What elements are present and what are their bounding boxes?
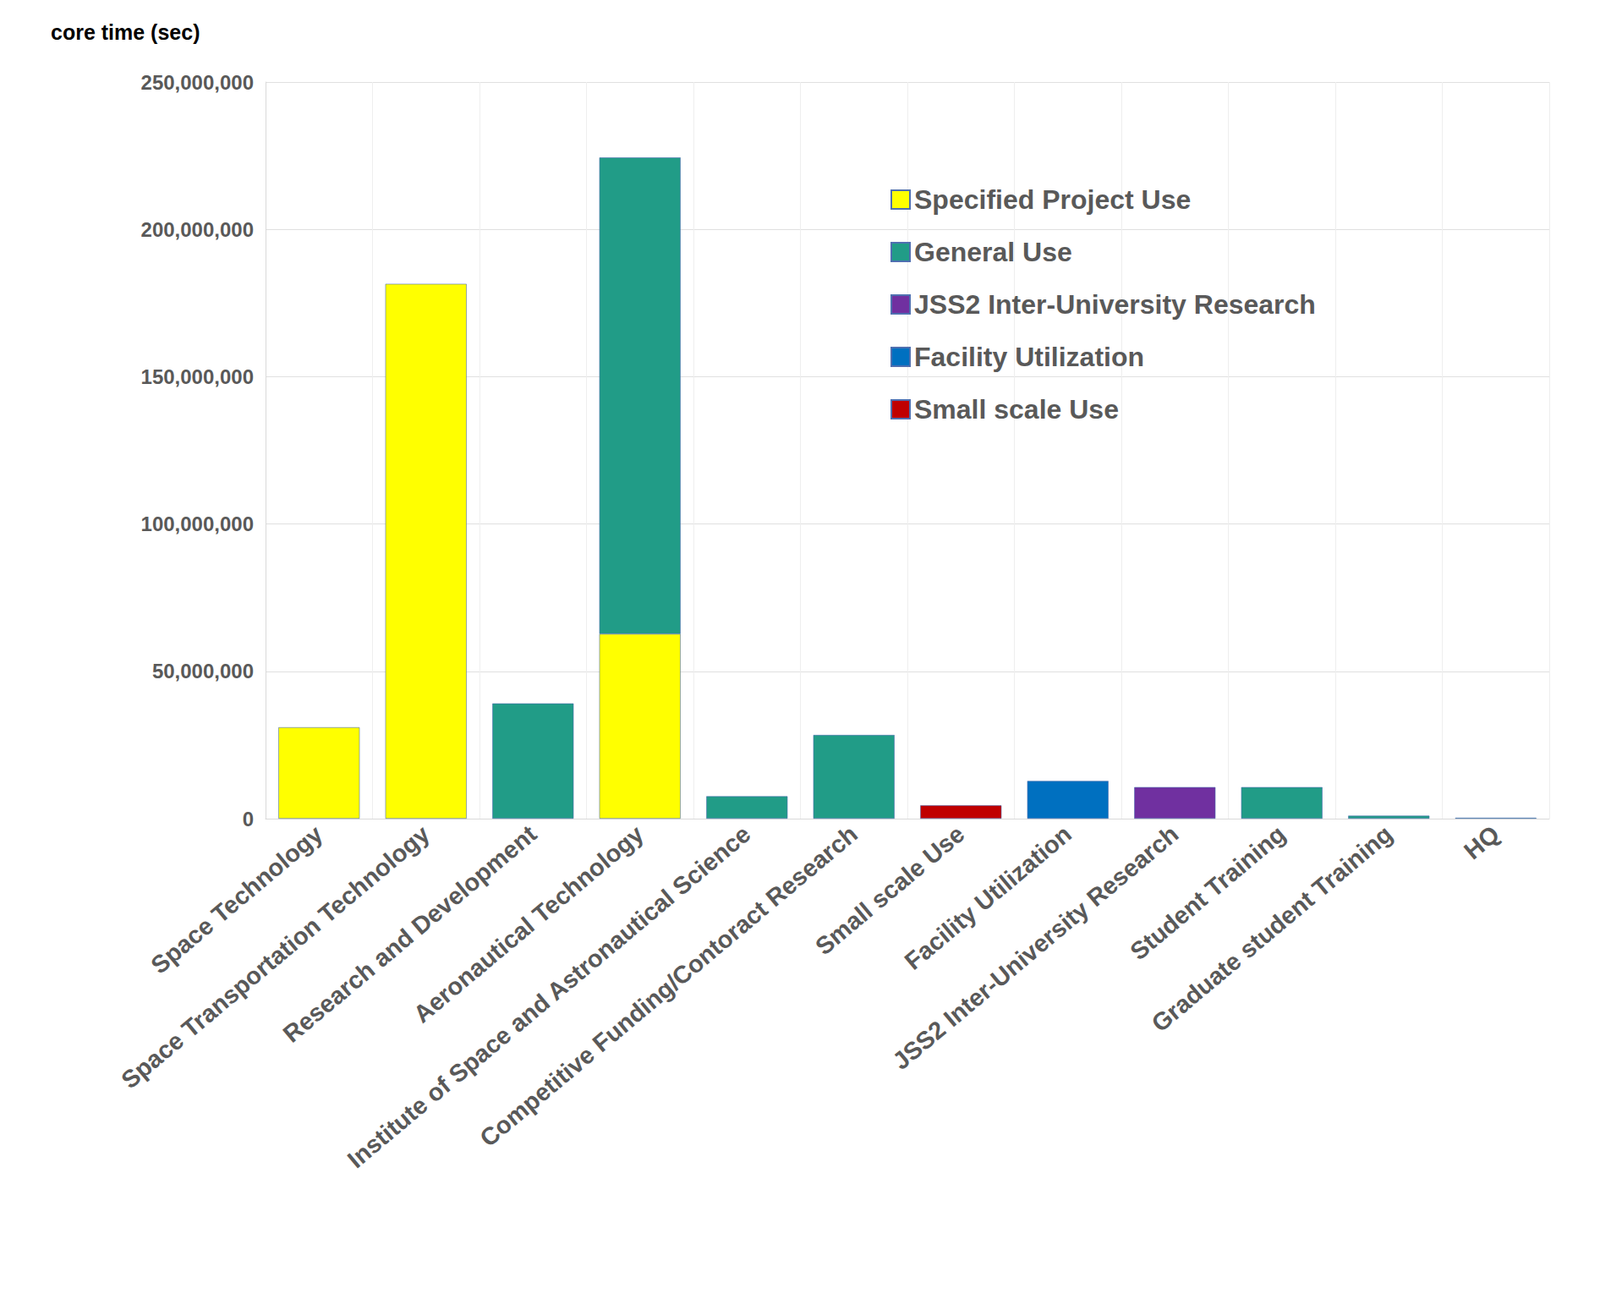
svg-text:Space Transportation Technolog: Space Transportation Technology — [116, 820, 435, 1094]
svg-text:0: 0 — [242, 807, 254, 831]
svg-text:Graduate student Training: Graduate student Training — [1146, 820, 1398, 1038]
svg-text:General Use: General Use — [914, 236, 1073, 268]
svg-text:Facility Utilization: Facility Utilization — [914, 341, 1145, 373]
svg-text:Space Technology: Space Technology — [145, 820, 328, 980]
svg-text:core time (sec): core time (sec) — [50, 20, 200, 44]
svg-text:100,000,000: 100,000,000 — [141, 512, 254, 536]
svg-text:Institute of Space and Astrona: Institute of Space and Astronautical Sci… — [342, 820, 757, 1174]
svg-text:Small scale Use: Small scale Use — [810, 820, 970, 960]
svg-text:50,000,000: 50,000,000 — [152, 659, 254, 683]
svg-text:Specified Project Use: Specified Project Use — [914, 184, 1191, 215]
svg-text:Facility Utilization: Facility Utilization — [899, 820, 1077, 975]
svg-text:Small scale Use: Small scale Use — [914, 394, 1119, 425]
svg-text:200,000,000: 200,000,000 — [141, 218, 254, 242]
svg-text:JSS2 Inter-University Research: JSS2 Inter-University Research — [914, 289, 1316, 320]
svg-text:JSS2 Inter-University Research: JSS2 Inter-University Research — [887, 820, 1184, 1075]
svg-text:Research and Development: Research and Development — [277, 820, 542, 1048]
svg-text:150,000,000: 150,000,000 — [141, 365, 254, 389]
svg-text:HQ: HQ — [1458, 820, 1505, 865]
svg-text:Competitive Funding/Contoract: Competitive Funding/Contoract Research — [474, 820, 863, 1152]
svg-text:Student Training: Student Training — [1124, 820, 1291, 966]
svg-text:Aeronautical Technology: Aeronautical Technology — [408, 820, 649, 1028]
svg-text:250,000,000: 250,000,000 — [141, 71, 254, 94]
